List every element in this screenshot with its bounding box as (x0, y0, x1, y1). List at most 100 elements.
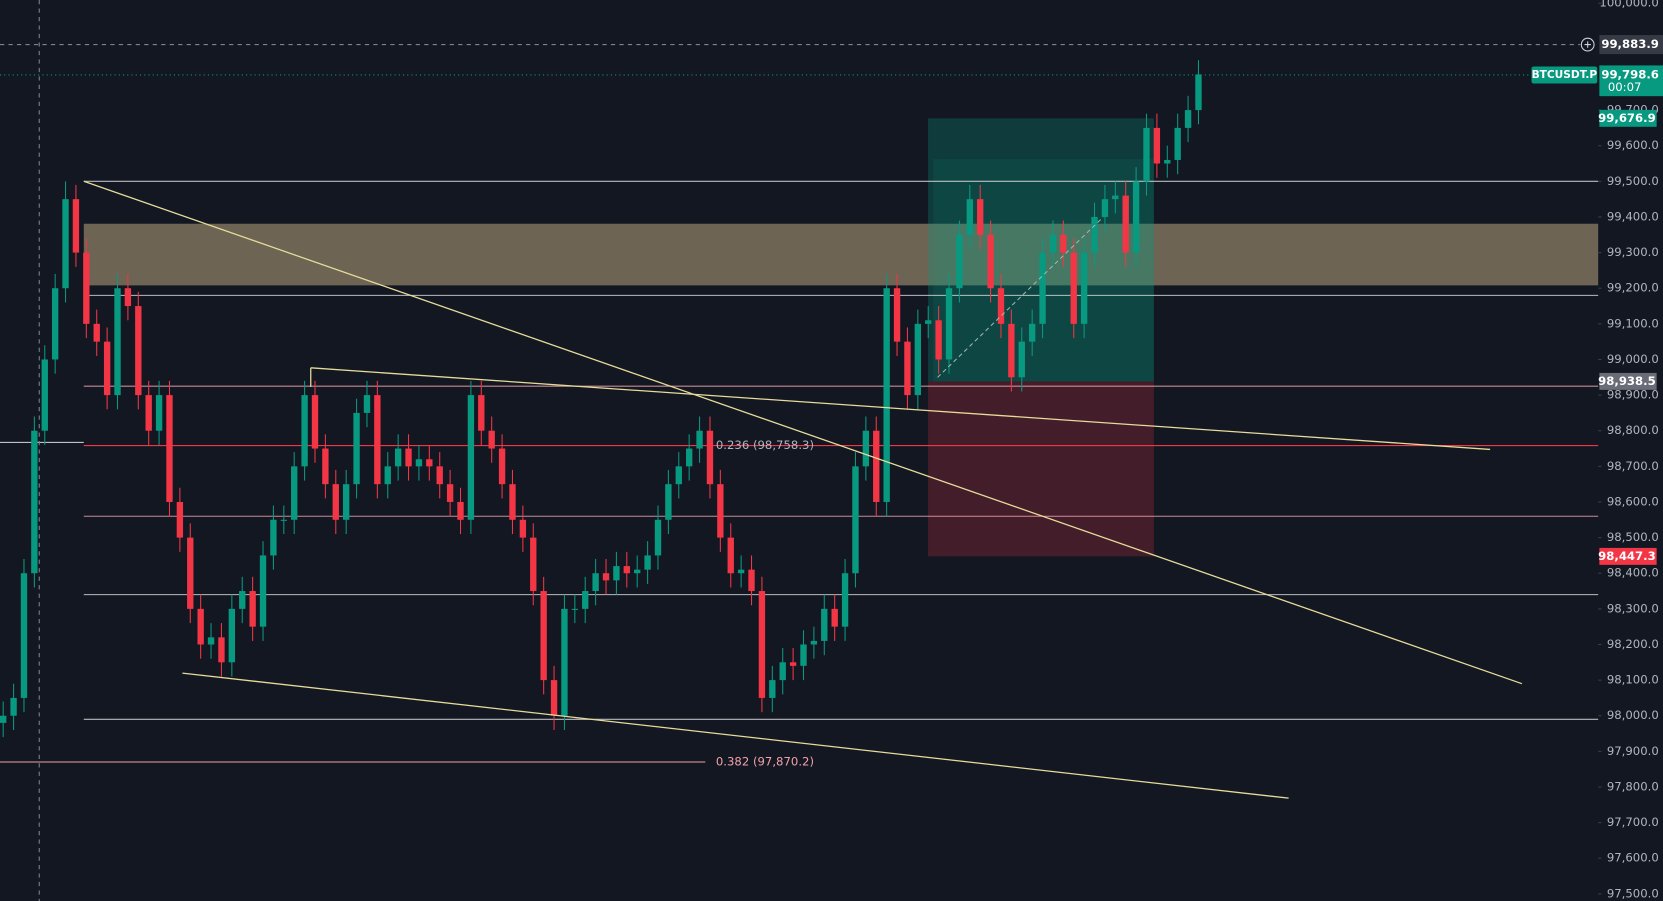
fib-label: 0.382 (97,870.2) (716, 754, 814, 768)
y-tick-label: 98,900.0 (1607, 388, 1659, 402)
candle-body (789, 662, 797, 666)
candle-body (249, 591, 256, 627)
candle-body (841, 573, 849, 627)
symbol-tag-label: BTCUSDT.P (1532, 69, 1598, 81)
candle-body (374, 395, 381, 485)
y-tick-label: 99,500.0 (1607, 174, 1659, 188)
candle-body (488, 430, 495, 449)
candle-body (239, 591, 246, 609)
candle-body (561, 608, 568, 716)
candle-body (509, 484, 516, 520)
y-tick-label: 97,500.0 (1607, 886, 1659, 900)
candle-body (1101, 199, 1109, 217)
candle-body (935, 320, 942, 360)
candle-body (342, 484, 350, 520)
candle-body (706, 430, 714, 485)
last-price-label: 99,798.6 (1601, 67, 1659, 81)
trendlines (83, 180, 1523, 799)
candle-body (103, 341, 111, 396)
candle-body (769, 680, 776, 698)
fib-label: 0.236 (98,758.3) (716, 438, 814, 452)
candle-body (550, 680, 558, 716)
y-tick-label: 98,100.0 (1607, 673, 1659, 687)
y-tick-label: 97,800.0 (1607, 779, 1659, 793)
price-tag-label: 98,938.5 (1598, 374, 1656, 388)
candle-body (145, 395, 152, 431)
candle-body (187, 537, 194, 609)
candle-body (62, 199, 69, 289)
y-tick-label: 97,900.0 (1607, 744, 1659, 758)
candle-body (228, 608, 236, 663)
candle-body (904, 341, 911, 396)
candle-body (1164, 159, 1171, 164)
candle-body (665, 484, 672, 520)
candle-body (415, 459, 423, 467)
candle-body (852, 466, 859, 574)
add-alert-icon-plus (1584, 41, 1591, 48)
y-tick-label: 97,600.0 (1607, 851, 1659, 865)
y-tick-label: 98,600.0 (1607, 494, 1659, 508)
candle-body (1091, 216, 1098, 253)
candle-body (446, 484, 454, 502)
candle-body (623, 566, 630, 574)
candle-body (218, 637, 225, 663)
candle-body (1008, 323, 1015, 378)
countdown-label: 00:07 (1608, 80, 1642, 94)
last-price-tag (1599, 65, 1663, 97)
y-tick-label: 99,000.0 (1607, 352, 1659, 366)
candle-body (821, 608, 828, 641)
candle-body (1049, 234, 1057, 253)
drawings-under: 0.236 (98,758.3) 0.382 (97,870.2) (0, 44, 1599, 768)
candle-body (1132, 181, 1140, 253)
candle-body (1174, 127, 1181, 160)
y-tick-label: 98,500.0 (1607, 530, 1659, 544)
candle-body (582, 591, 589, 609)
candle-body (644, 555, 651, 570)
candle-body (1060, 234, 1067, 253)
candle-body (114, 288, 121, 396)
candle-body (977, 199, 984, 235)
price-tag-label: 98,447.3 (1598, 549, 1656, 563)
candle-body (1122, 195, 1129, 253)
y-tick-label: 100,000.0 (1599, 0, 1658, 10)
candle-body (301, 395, 308, 467)
candle-body (748, 569, 755, 592)
candle-body (83, 252, 90, 324)
symbol-tag (1531, 66, 1598, 84)
candle-body (394, 448, 402, 467)
position-profit (928, 118, 1154, 382)
candle-body (280, 519, 287, 521)
candle-body (457, 501, 464, 520)
candle-body (20, 573, 28, 698)
candle-body (1080, 252, 1088, 324)
candle-body (1195, 74, 1202, 111)
candle-body (737, 569, 745, 574)
price-tag (1599, 547, 1657, 565)
candle-body (800, 644, 807, 666)
candle-body (717, 484, 724, 538)
candle-body (311, 395, 319, 449)
candle-body (259, 555, 267, 627)
candle-body (987, 234, 994, 289)
candle-body (956, 234, 963, 289)
candle-body (197, 608, 204, 645)
candle-body (831, 608, 838, 627)
price-tag (1599, 372, 1657, 390)
y-tick-label: 98,300.0 (1607, 601, 1659, 615)
candle-body (207, 637, 215, 645)
candle-body (176, 501, 184, 538)
candle-body (675, 466, 682, 485)
y-tick-label: 98,800.0 (1607, 423, 1659, 437)
candle-body (353, 412, 360, 485)
candle-body (696, 430, 703, 449)
price-tag-label: 99,676.9 (1598, 111, 1656, 125)
candle-body (966, 199, 973, 235)
candle-body (291, 466, 298, 520)
candle-body (332, 484, 339, 520)
candle-body (519, 519, 527, 538)
candle-body (1018, 341, 1025, 378)
candle-body (758, 591, 766, 698)
candle-body (10, 697, 17, 716)
candle-body (1153, 127, 1161, 164)
